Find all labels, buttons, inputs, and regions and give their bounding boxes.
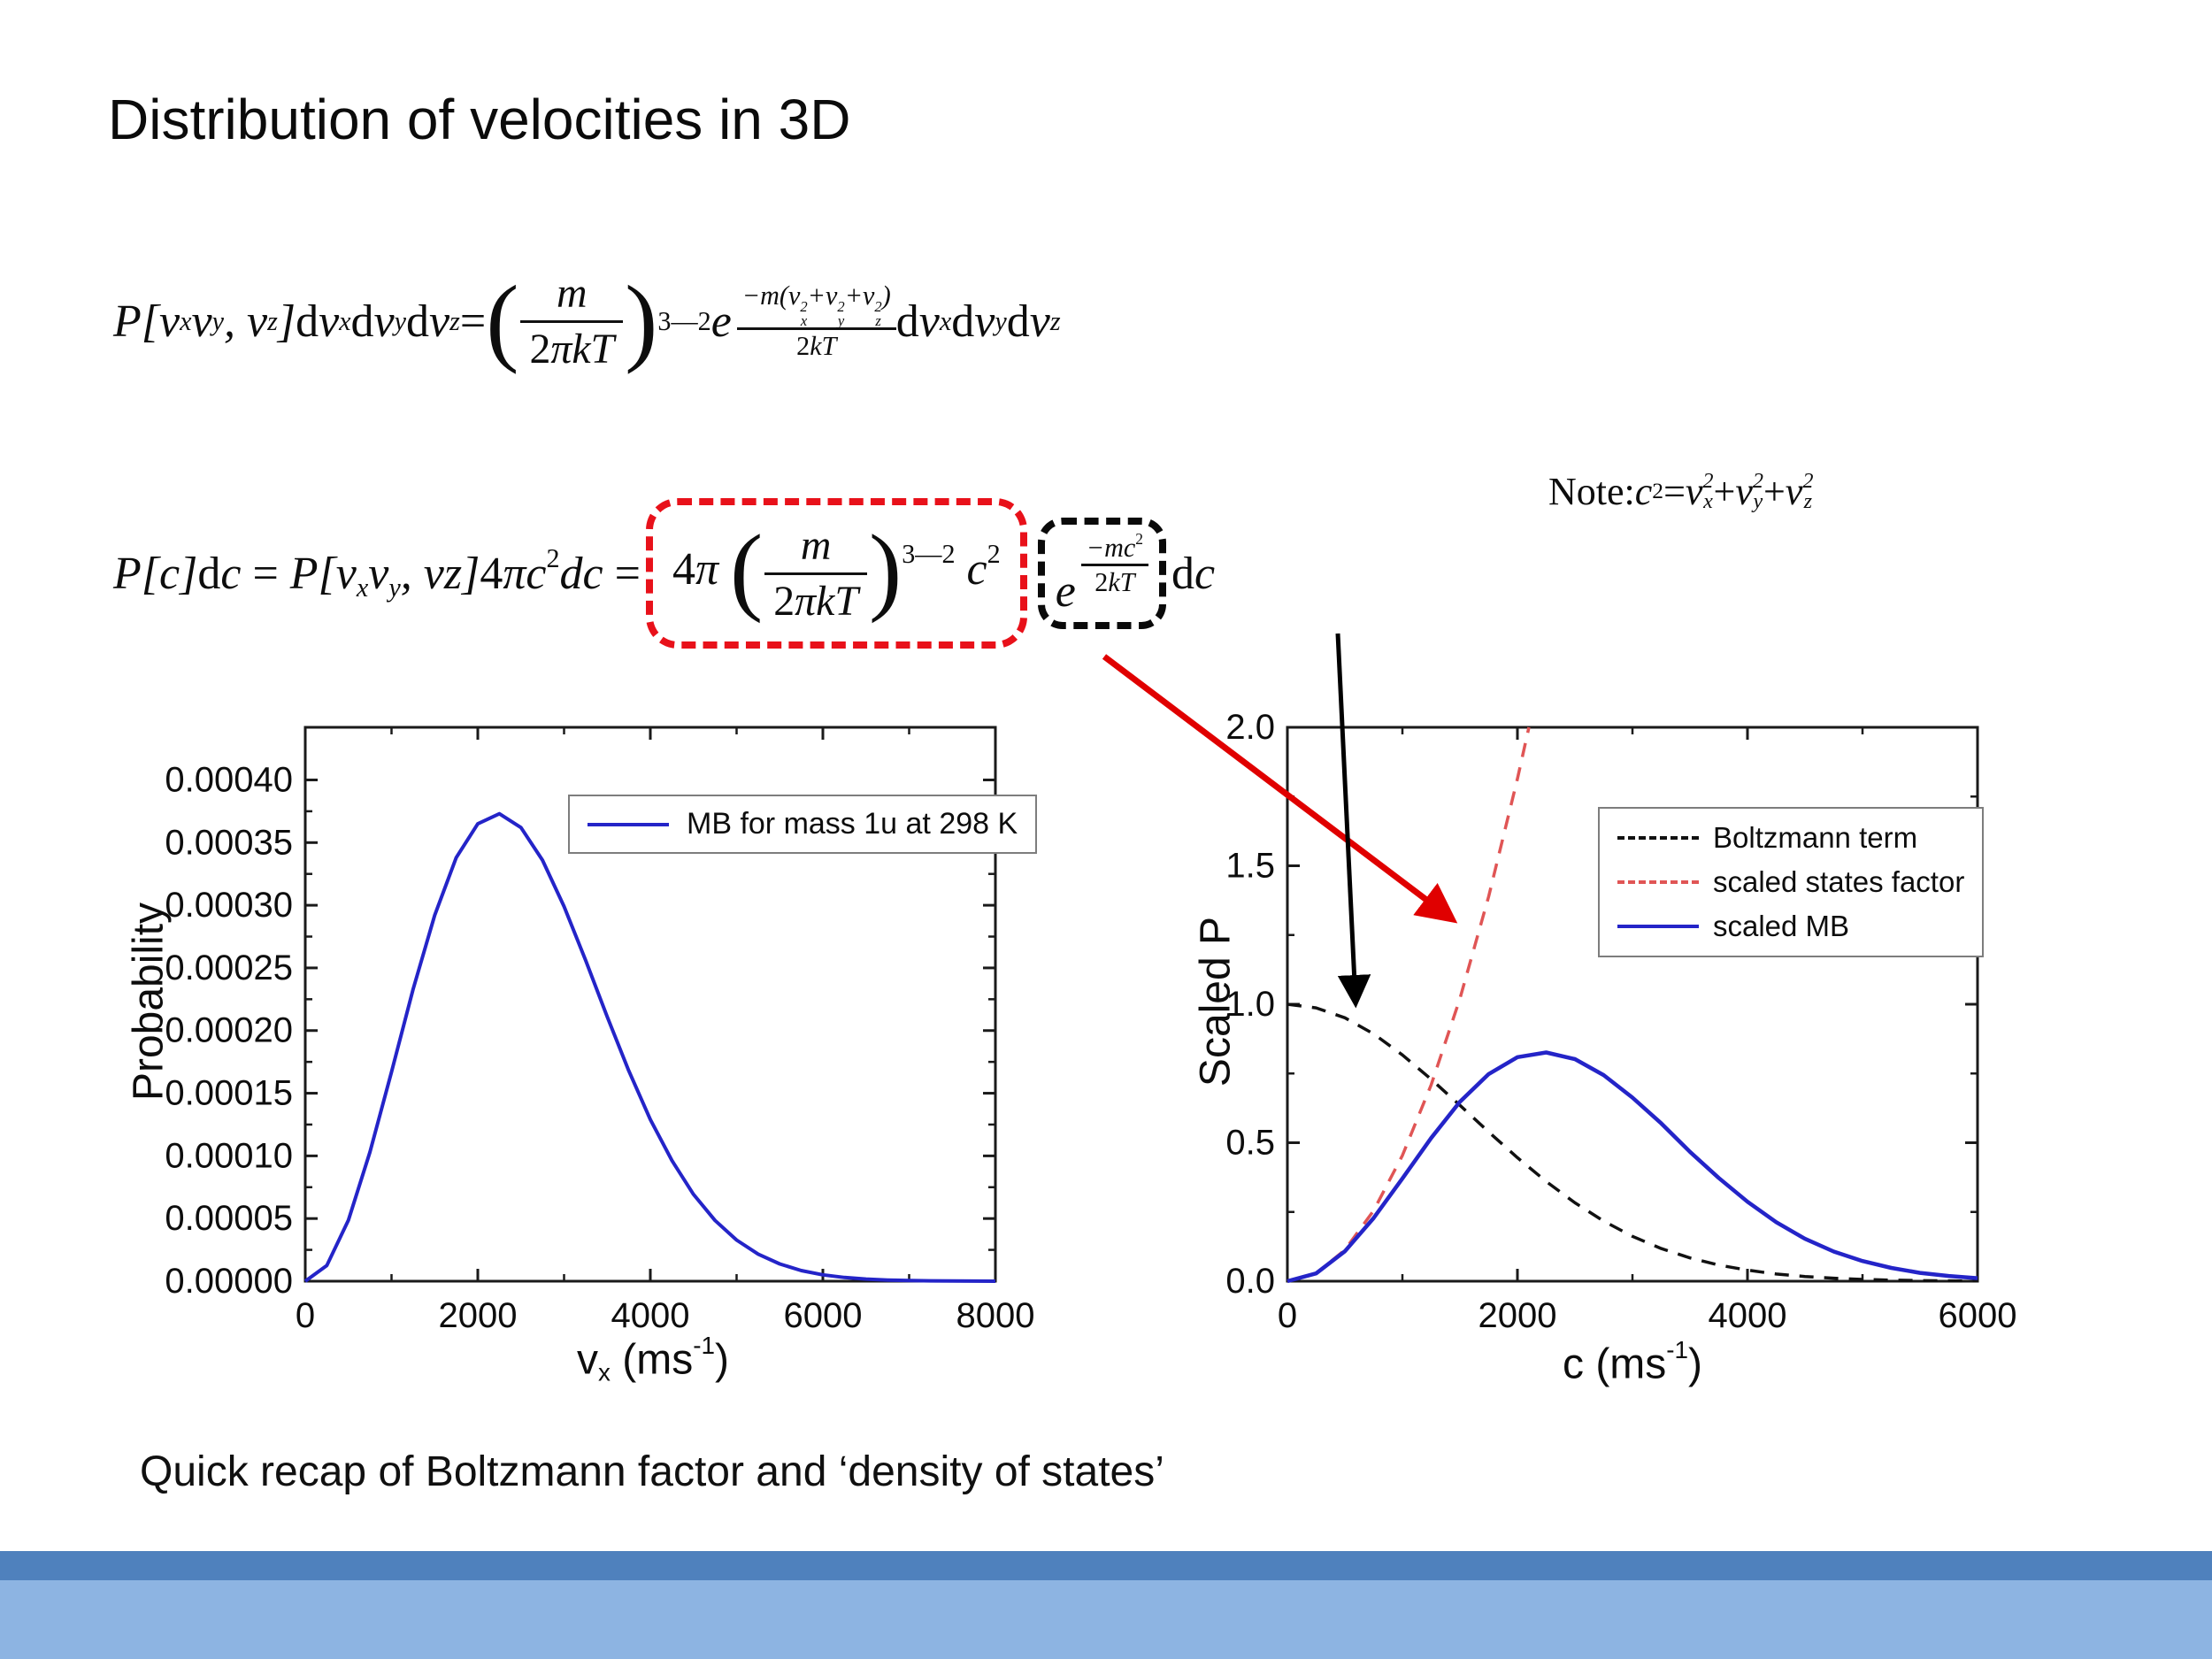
black-dashed-box-boltzmann: e −mc2 2kT [1037,517,1167,630]
equation-speed-distribution: P[c]dc = P[vxvy, vz]4πc2dc = 4π (m 2πkT)3… [113,476,1215,671]
svg-text:0.00015: 0.00015 [165,1074,293,1113]
right-chart-xlabel: c (ms-1) [1562,1336,1703,1388]
left-chart-xlabel: vx (ms-1) [577,1332,729,1386]
svg-text:0.00020: 0.00020 [165,1011,293,1050]
states-factor-term: 4π (m 2πkT)3―2 c2 [672,514,1001,625]
svg-text:8000: 8000 [956,1296,1035,1335]
legend-label: scaled states factor [1713,865,1965,898]
left-chart-legend: MB for mass 1u at 298 K [568,795,1038,854]
left-chart-ylabel: Probability [125,902,173,1102]
svg-text:4000: 4000 [611,1296,690,1335]
legend-row: scaled states factor [1617,865,1964,899]
svg-text:0.00035: 0.00035 [165,823,293,862]
svg-text:0.5: 0.5 [1225,1124,1275,1163]
svg-text:0.00030: 0.00030 [165,886,293,925]
svg-text:0.00010: 0.00010 [165,1136,293,1175]
svg-text:0: 0 [1278,1296,1297,1335]
svg-text:2000: 2000 [439,1296,518,1335]
legend-label: Boltzmann term [1713,821,1918,854]
page-title: Distribution of velocities in 3D [108,88,851,151]
right-chart-ylabel: Scaled P [1192,916,1240,1087]
svg-text:0.00005: 0.00005 [165,1199,293,1238]
legend-line-sample [1617,836,1699,840]
legend-row: scaled MB [1617,910,1849,943]
svg-text:1.5: 1.5 [1225,847,1275,886]
svg-text:0: 0 [296,1296,315,1335]
svg-text:0.00040: 0.00040 [165,760,293,799]
svg-text:4000: 4000 [1709,1296,1787,1335]
equation-3d-velocity-distribution: P[v x v y, v z] d v x d v y d v z = (m 2πkT) 3―2 e −m(v 2… [113,265,1061,376]
right-chart-legend: Boltzmann term scaled states factor scal… [1598,807,1985,957]
svg-text:6000: 6000 [1939,1296,2017,1335]
equation-left-part: P[c]dc = P[vxvy, vz]4πc2dc = [113,542,641,603]
svg-text:2000: 2000 [1479,1296,1557,1335]
svg-text:0.00025: 0.00025 [165,949,293,987]
red-dashed-box-states-factor: 4π (m 2πkT)3―2 c2 [645,497,1027,649]
svg-text:0.00000: 0.00000 [165,1262,293,1301]
legend-row: Boltzmann term [1617,821,1917,855]
svg-text:1.0: 1.0 [1225,985,1275,1024]
legend-line-sample [1617,925,1699,928]
legend-line-sample [1617,880,1699,884]
footer-accent-bar-light [0,1580,2212,1659]
svg-text:0.0: 0.0 [1225,1262,1275,1301]
legend-label: scaled MB [1713,910,1850,942]
caption: Quick recap of Boltzmann factor and ‘den… [140,1448,1164,1495]
legend-line-sample [588,822,669,826]
legend-label: MB for mass 1u at 298 K [687,807,1018,841]
svg-text:6000: 6000 [784,1296,863,1335]
footer-accent-bar-dark [0,1551,2212,1580]
equation-dc: dc [1171,548,1216,599]
boltzmann-term: e −mc2 2kT [1056,530,1149,618]
svg-text:2.0: 2.0 [1225,708,1275,747]
